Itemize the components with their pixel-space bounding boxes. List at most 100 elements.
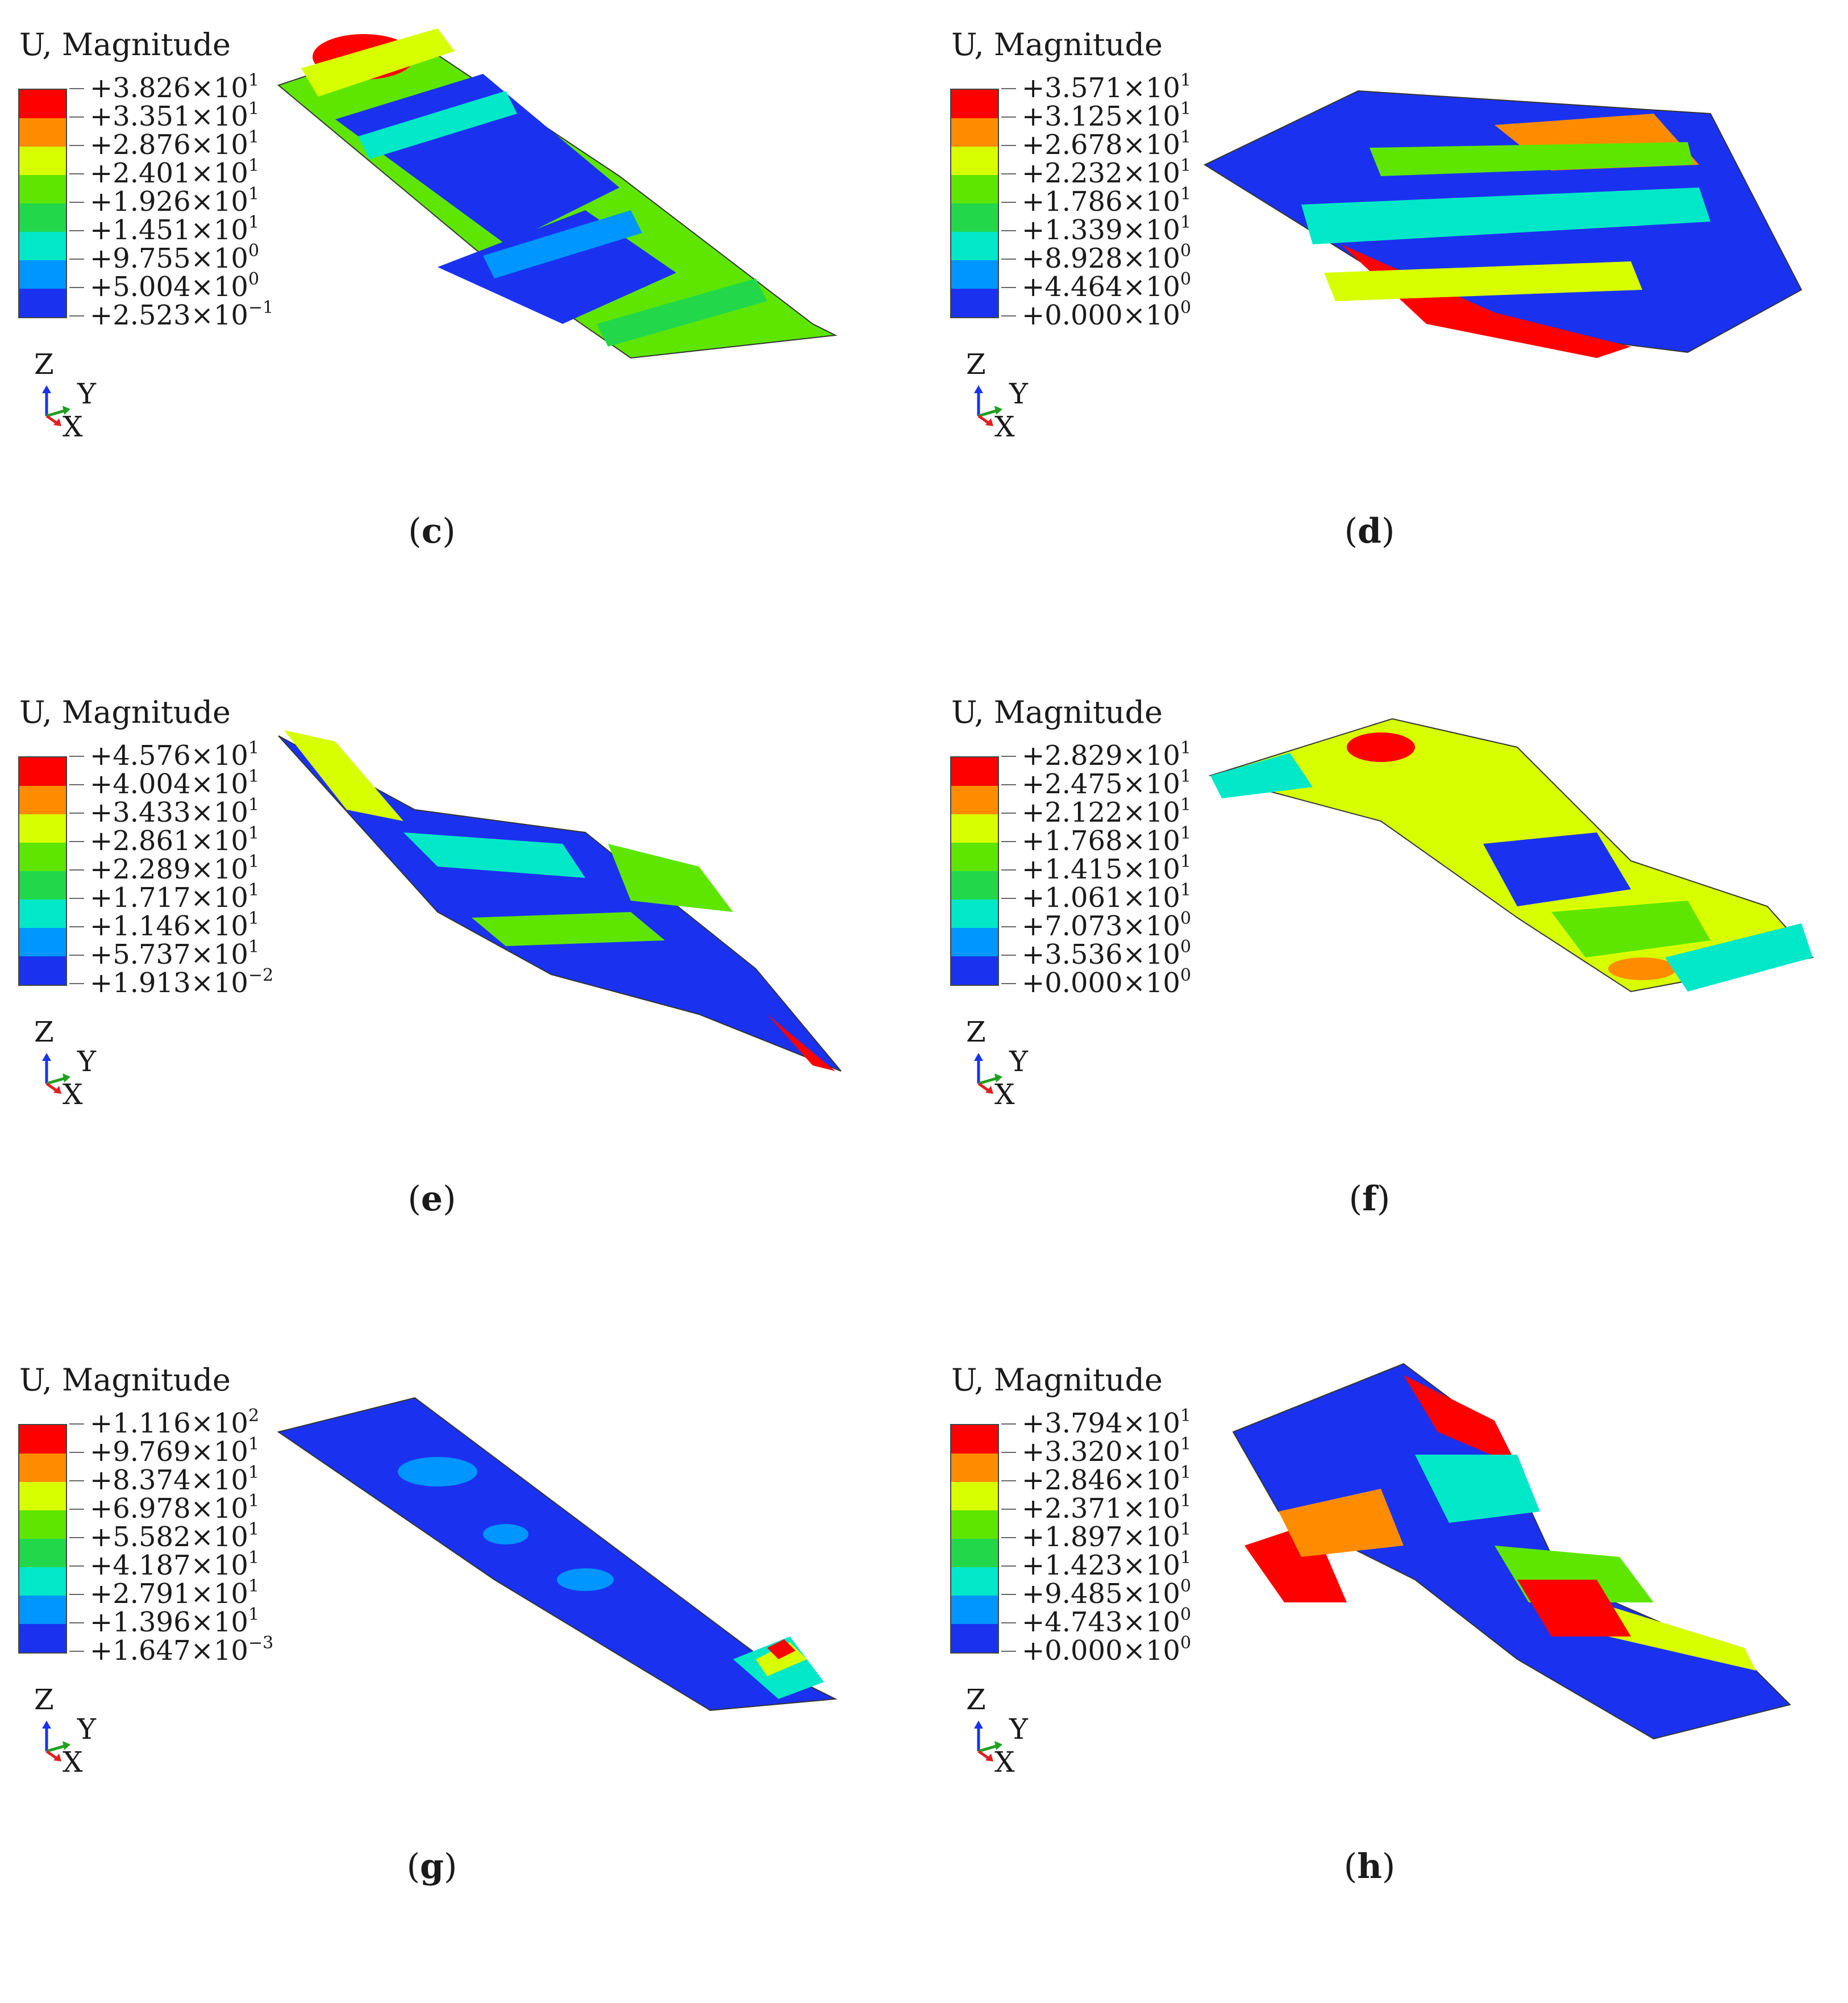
panel-caption: (e): [407, 1179, 456, 1219]
panel-e: U, Magnitude +4.576×101 +4.004×101 +3.433×…: [0, 668, 924, 1335]
legend-swatch: [951, 118, 998, 147]
legend-tick: [69, 869, 84, 871]
deformed-model-contour: [1208, 718, 1814, 993]
legend-tick: [1001, 841, 1016, 842]
coordinate-triad: Z Y X: [23, 348, 136, 450]
legend-tick: [1001, 116, 1016, 118]
y-axis-label: Y: [77, 377, 97, 410]
legend-tick: [1001, 1423, 1016, 1425]
legend-label: +4.576×101: [90, 738, 260, 772]
legend-swatch: [951, 900, 998, 928]
legend-swatch: [951, 1425, 998, 1454]
y-axis-label: Y: [1009, 1045, 1029, 1078]
legend-tick: [69, 756, 84, 757]
legend-swatch: [951, 1482, 998, 1510]
y-axis-label: Y: [1009, 1713, 1029, 1746]
legend-tick: [1001, 1509, 1016, 1510]
legend-swatch: [19, 289, 66, 317]
legend-swatch: [19, 956, 66, 985]
legend-label: +3.536×100: [1022, 937, 1192, 971]
legend-label: +1.339×101: [1022, 213, 1192, 246]
axis-triad-icon: [42, 1053, 70, 1094]
legend-label: +2.678×101: [1022, 127, 1192, 161]
legend-label: +1.423×101: [1022, 1548, 1192, 1581]
contour-title: U, Magnitude: [19, 694, 231, 730]
legend-swatch: [19, 118, 66, 147]
legend-label: +9.769×101: [90, 1434, 260, 1468]
legend-swatch: [951, 1624, 998, 1652]
x-axis-label: X: [63, 1078, 83, 1111]
legend-swatch: [951, 928, 998, 956]
legend-label: +2.791×101: [90, 1576, 260, 1610]
legend-label: +1.913×10−2: [90, 965, 274, 999]
legend-tick: [1001, 756, 1016, 757]
x-axis-label: X: [63, 410, 83, 443]
legend-tick: [1001, 230, 1016, 231]
legend-swatch: [951, 956, 998, 985]
legend-tick: [1001, 1452, 1016, 1453]
panel-f: U, Magnitude +2.829×101 +2.475×101 +2.122×…: [932, 668, 1848, 1335]
y-axis-label: Y: [1009, 377, 1029, 410]
legend-tick: [1001, 1622, 1016, 1623]
legend-label: +1.116×102: [90, 1406, 260, 1439]
contour-title: U, Magnitude: [951, 1362, 1163, 1398]
legend-swatch: [951, 1510, 998, 1539]
legend-label: +3.571×101: [1022, 70, 1192, 104]
legend-swatch: [19, 900, 66, 928]
z-axis-label: Z: [966, 348, 986, 381]
legend-swatch: [951, 843, 998, 871]
panel-caption: (d): [1344, 511, 1395, 551]
legend-swatch: [951, 1539, 998, 1567]
legend-tick: [1001, 813, 1016, 814]
legend-swatch: [951, 175, 998, 203]
legend-tick: [1001, 983, 1016, 984]
legend-label: +4.004×101: [90, 767, 260, 800]
legend-label: +3.351×101: [90, 99, 260, 132]
legend-tick: [1001, 869, 1016, 871]
legend-label: +1.146×101: [90, 909, 260, 942]
legend-tick: [69, 1480, 84, 1481]
panel-h: U, Magnitude +3.794×101 +3.320×101 +2.846×…: [932, 1335, 1848, 2003]
legend-tick: [1001, 202, 1016, 203]
panel-caption: (f): [1348, 1179, 1391, 1219]
legend-label: +5.737×101: [90, 937, 260, 971]
legend-swatch: [951, 203, 998, 232]
legend-label: +1.061×101: [1022, 880, 1192, 914]
legend-label: +5.582×101: [90, 1519, 260, 1553]
contour-title: U, Magnitude: [19, 1362, 231, 1398]
panel-d: U, Magnitude +3.571×101 +3.125×101 +2.678×…: [932, 0, 1848, 668]
legend-tick: [69, 315, 84, 317]
legend-label: +3.826×101: [90, 70, 260, 104]
legend-tick: [1001, 259, 1016, 260]
legend-label: +3.320×101: [1022, 1434, 1192, 1468]
legend-label: +1.897×101: [1022, 1519, 1192, 1553]
legend-tick: [69, 955, 84, 956]
legend-tick: [69, 1452, 84, 1453]
legend-tick: [1001, 955, 1016, 956]
legend-tick: [69, 926, 84, 927]
panel-caption: (c): [408, 511, 456, 551]
legend-tick: [69, 1565, 84, 1567]
legend-swatch: [19, 90, 66, 118]
legend-tick: [1001, 1565, 1016, 1567]
legend-swatch: [19, 928, 66, 956]
legend-label: +1.396×101: [90, 1605, 260, 1638]
legend-tick: [69, 898, 84, 899]
axis-triad-icon: [42, 385, 70, 426]
legend-label: +8.928×100: [1022, 241, 1192, 274]
panel-g: U, Magnitude +1.116×102 +9.769×101 +8.374×…: [0, 1335, 924, 2003]
legend-label: +4.464×100: [1022, 269, 1192, 303]
legend-swatch: [19, 260, 66, 289]
legend-label: +1.786×101: [1022, 184, 1192, 218]
panel-caption: (h): [1343, 1847, 1396, 1887]
axis-triad-icon: [42, 1721, 70, 1762]
deformed-model-contour: [1203, 90, 1803, 358]
legend-tick: [1001, 315, 1016, 317]
legend-tick: [1001, 145, 1016, 146]
deformed-model-contour: [277, 1397, 838, 1711]
legend-tick: [1001, 1594, 1016, 1595]
legend-label: +1.451×101: [90, 213, 260, 246]
legend-swatch: [951, 90, 998, 118]
legend-label: +2.861×101: [90, 823, 260, 857]
x-axis-label: X: [994, 1078, 1015, 1111]
